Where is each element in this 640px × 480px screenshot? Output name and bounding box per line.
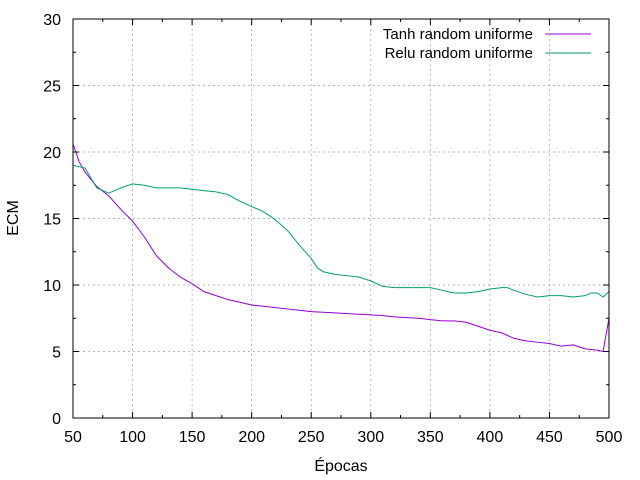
y-tick-label: 30 [43, 12, 61, 29]
x-tick-label: 50 [64, 429, 82, 446]
plot-frame [72, 18, 610, 419]
x-tick-label: 300 [357, 429, 384, 446]
legend: Tanh random uniforme Relu random uniforme [383, 26, 591, 62]
x-tick-label: 150 [179, 429, 206, 446]
series-lines [72, 143, 610, 352]
x-tick-label: 350 [417, 429, 444, 446]
y-tick-label: 20 [43, 145, 61, 162]
x-tick-label: 200 [238, 429, 265, 446]
x-tick-label: 100 [119, 429, 146, 446]
grid [73, 19, 609, 418]
legend-label: Relu random uniforme [385, 45, 533, 62]
x-axis-label: Épocas [314, 456, 367, 475]
x-tick-label: 500 [596, 429, 623, 446]
axis-ticks: 50 100 150 200 250 300 350 400 450 500 0 5 10 15 20 25 3… [43, 12, 622, 446]
legend-label: Tanh random uniforme [383, 26, 533, 43]
y-tick-label: 25 [43, 79, 61, 96]
series-line-tanh [72, 143, 610, 352]
y-axis-label: ECM [5, 200, 22, 236]
x-tick-label: 400 [477, 429, 504, 446]
y-tick-label: 5 [52, 345, 61, 362]
y-tick-label: 0 [52, 411, 61, 428]
series-line-relu [72, 164, 610, 298]
x-tick-label: 450 [536, 429, 563, 446]
x-tick-label: 250 [298, 429, 325, 446]
y-tick-label: 10 [43, 278, 61, 295]
y-tick-label: 15 [43, 212, 61, 229]
